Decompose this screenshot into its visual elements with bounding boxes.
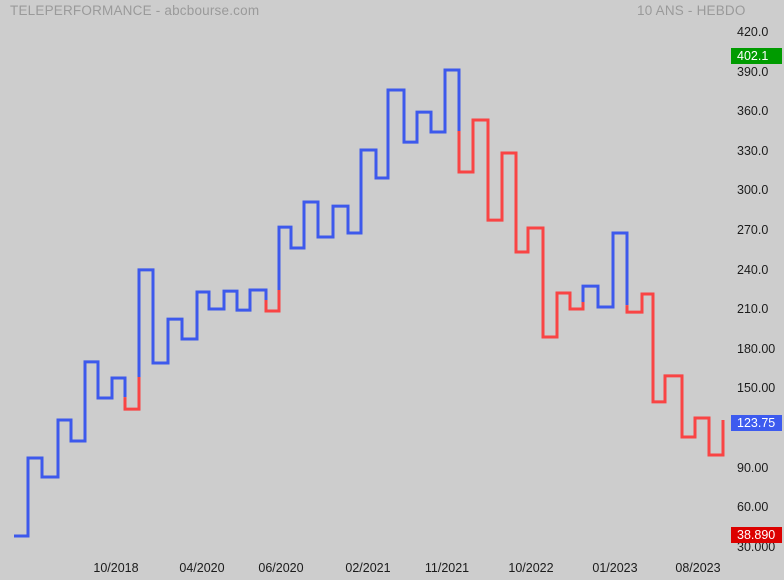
price-segment-down [625, 292, 725, 457]
y-axis-tick: 420.0 [737, 25, 769, 39]
price-segment-down [123, 377, 141, 411]
y-axis-tick: 210.0 [737, 302, 769, 317]
price-segment-down [264, 290, 281, 313]
x-axis-tick: 06/2020 [258, 561, 304, 575]
timeframe-label: 10 ANS - HEBDO [637, 3, 746, 18]
y-axis-tick: 30.000 [737, 539, 776, 554]
y-axis-tick: 90.00 [737, 460, 769, 475]
chart-title: TELEPERFORMANCE - abcbourse.com [10, 3, 260, 18]
price-segment-up [277, 68, 461, 290]
y-axis-tick: 240.0 [737, 262, 769, 277]
y-axis-tick: 270.0 [737, 223, 769, 237]
y-axis-tick: 360.0 [737, 104, 769, 119]
period-low-badge: 38.890 [731, 527, 782, 543]
period-high-badge: 402.1 [731, 47, 782, 64]
price-segment-up [14, 360, 127, 538]
y-axis-tick: 180.00 [737, 341, 776, 356]
y-axis-tick: 60.00 [737, 500, 769, 515]
x-axis-tick: 11/2021 [424, 561, 470, 575]
x-axis-tick: 08/2023 [675, 561, 721, 575]
price-segment-up [137, 268, 268, 377]
y-axis-tick: 390.0 [737, 64, 769, 79]
y-axis-tick: 300.0 [737, 183, 769, 198]
x-axis-tick: 01/2023 [592, 561, 638, 575]
price-segment-up [581, 231, 629, 309]
last-price-badge: 123.75 [731, 415, 782, 431]
x-axis-tick: 10/2018 [93, 561, 139, 575]
y-axis-tick: 150.00 [737, 381, 776, 396]
price-segment-down [457, 118, 585, 339]
y-axis-tick: 330.0 [737, 143, 769, 158]
x-axis-tick: 04/2020 [179, 561, 225, 575]
x-axis-tick: 02/2021 [345, 561, 391, 575]
x-axis-tick: 10/2022 [508, 561, 554, 575]
